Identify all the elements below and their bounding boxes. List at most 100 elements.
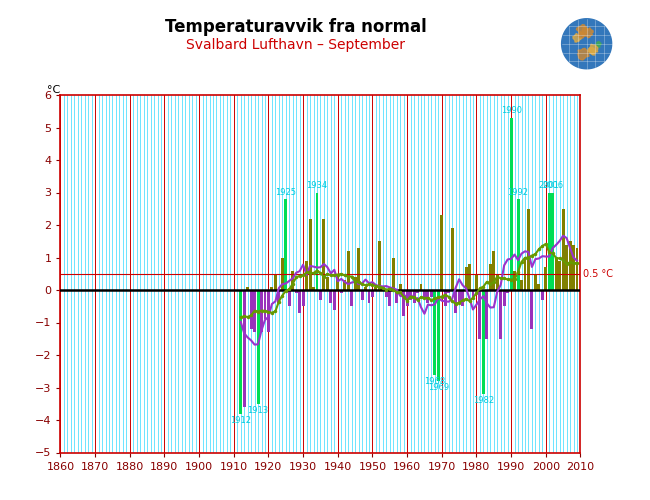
- Bar: [538, 284, 540, 290]
- Bar: [257, 290, 259, 404]
- Text: 1992: 1992: [508, 188, 528, 196]
- Bar: [260, 290, 263, 332]
- Bar: [330, 290, 332, 303]
- Bar: [354, 277, 357, 290]
- Polygon shape: [595, 42, 601, 48]
- Bar: [444, 290, 447, 306]
- Bar: [378, 242, 381, 290]
- Bar: [374, 287, 378, 290]
- Text: 1982: 1982: [473, 396, 494, 406]
- Bar: [253, 290, 256, 332]
- Bar: [551, 192, 554, 290]
- Bar: [406, 290, 409, 306]
- Bar: [242, 290, 246, 407]
- Bar: [385, 290, 388, 296]
- Bar: [413, 290, 415, 303]
- Bar: [527, 209, 530, 290]
- Bar: [554, 258, 558, 290]
- Text: 1990: 1990: [500, 106, 521, 116]
- Bar: [274, 274, 277, 290]
- Bar: [239, 290, 242, 414]
- Text: 1913: 1913: [248, 406, 268, 415]
- Bar: [454, 290, 457, 313]
- Bar: [416, 290, 419, 293]
- Bar: [499, 290, 502, 339]
- Text: 1912: 1912: [230, 416, 251, 425]
- Text: 0.5 °C: 0.5 °C: [583, 269, 613, 279]
- Bar: [489, 264, 492, 290]
- Bar: [246, 287, 249, 290]
- Bar: [434, 290, 436, 374]
- Bar: [298, 290, 301, 313]
- Bar: [430, 290, 433, 296]
- Bar: [486, 290, 488, 339]
- Bar: [565, 244, 568, 290]
- Bar: [291, 270, 294, 290]
- Bar: [395, 290, 398, 303]
- Bar: [471, 290, 474, 296]
- Text: 2001: 2001: [539, 181, 560, 190]
- Bar: [409, 290, 412, 300]
- Bar: [333, 290, 336, 310]
- Bar: [530, 290, 534, 329]
- Bar: [447, 290, 450, 293]
- Bar: [319, 290, 322, 300]
- Polygon shape: [562, 19, 612, 68]
- Bar: [281, 258, 284, 290]
- Bar: [478, 290, 482, 339]
- Text: 1925: 1925: [276, 188, 296, 196]
- Bar: [278, 290, 280, 303]
- Bar: [513, 270, 516, 290]
- Bar: [426, 290, 430, 303]
- Bar: [575, 248, 578, 290]
- Text: Svalbard Lufthavn – September: Svalbard Lufthavn – September: [187, 38, 405, 52]
- Bar: [465, 267, 467, 290]
- Bar: [496, 274, 499, 290]
- Bar: [340, 290, 343, 293]
- Text: 2006: 2006: [542, 181, 564, 190]
- Bar: [544, 267, 547, 290]
- Bar: [284, 199, 287, 290]
- Bar: [336, 274, 339, 290]
- Bar: [302, 290, 305, 306]
- Bar: [562, 209, 565, 290]
- Bar: [267, 290, 270, 332]
- Bar: [361, 290, 363, 300]
- Bar: [402, 290, 405, 316]
- Polygon shape: [577, 24, 588, 36]
- Text: 1969: 1969: [428, 384, 449, 392]
- Bar: [541, 290, 544, 300]
- Polygon shape: [573, 34, 582, 42]
- Bar: [520, 280, 523, 290]
- Bar: [309, 218, 311, 290]
- Text: °C: °C: [47, 85, 60, 95]
- Bar: [502, 290, 506, 306]
- Bar: [572, 244, 575, 290]
- Bar: [534, 274, 537, 290]
- Bar: [288, 290, 291, 306]
- Bar: [517, 199, 519, 290]
- Bar: [492, 251, 495, 290]
- Text: 1968: 1968: [424, 377, 445, 386]
- Bar: [346, 251, 350, 290]
- Bar: [350, 290, 353, 306]
- Bar: [461, 290, 464, 306]
- Text: 1934: 1934: [306, 181, 328, 190]
- Bar: [569, 242, 571, 290]
- Bar: [440, 215, 443, 290]
- Bar: [357, 248, 360, 290]
- Bar: [450, 228, 454, 290]
- Bar: [270, 287, 274, 290]
- Bar: [523, 258, 526, 290]
- Bar: [482, 290, 485, 394]
- Bar: [458, 290, 461, 303]
- Bar: [419, 284, 422, 290]
- Bar: [392, 258, 395, 290]
- Bar: [312, 287, 315, 290]
- Bar: [506, 290, 509, 293]
- Bar: [371, 290, 374, 296]
- Bar: [343, 280, 346, 290]
- Text: Temperaturavvik fra normal: Temperaturavvik fra normal: [165, 18, 426, 36]
- Bar: [398, 284, 402, 290]
- Bar: [558, 261, 561, 290]
